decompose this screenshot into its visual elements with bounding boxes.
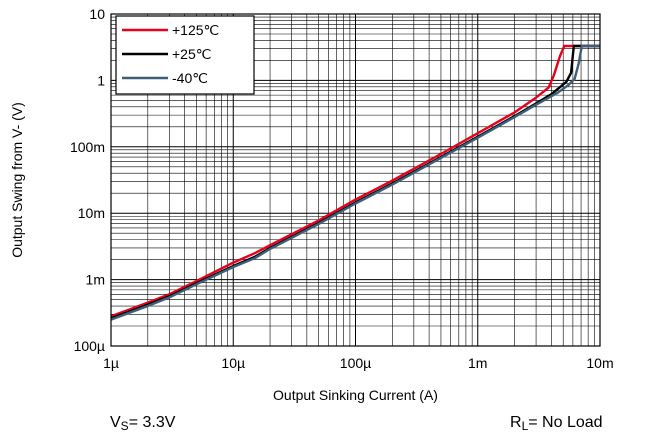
legend-label-1: +125℃ <box>172 22 219 38</box>
y-tick-label: 1m <box>86 272 105 288</box>
plot-frame <box>110 13 601 347</box>
y-tick-label: 1 <box>97 72 105 88</box>
x-tick-labels: 1µ 10µ 100µ 1m 10m <box>103 355 614 371</box>
supply-sub: S <box>120 419 129 433</box>
y-axis-label: Output Swing from V- (V) <box>9 102 25 258</box>
legend-label-3: -40℃ <box>172 70 208 86</box>
load-value: = No Load <box>528 414 603 431</box>
supply-voltage-note: VS= 3.3V <box>110 414 175 433</box>
x-axis-label: Output Sinking Current (A) <box>273 387 438 403</box>
legend: +125℃ +25℃ -40℃ <box>115 15 255 95</box>
x-tick-label: 100µ <box>340 355 371 371</box>
y-tick-labels: 100µ 1m 10m 100m 1 10 <box>70 6 105 354</box>
series-layer <box>110 44 600 321</box>
series-line-1 <box>110 44 600 318</box>
supply-value: = 3.3V <box>128 414 176 431</box>
y-tick-label: 10 <box>89 6 105 22</box>
supply-prefix: V <box>110 414 121 431</box>
series-line-3 <box>110 44 600 321</box>
x-tick-label: 1µ <box>103 355 119 371</box>
load-note: RL= No Load <box>510 414 603 433</box>
x-tick-label: 1m <box>468 355 487 371</box>
x-tick-label: 10µ <box>221 355 245 371</box>
y-tick-label: 100µ <box>74 338 105 354</box>
y-tick-label: 10m <box>78 205 105 221</box>
y-tick-label: 100m <box>70 139 105 155</box>
load-sub: L <box>521 419 529 433</box>
x-tick-label: 10m <box>586 355 613 371</box>
legend-label-2: +25℃ <box>172 46 211 62</box>
load-prefix: R <box>510 414 522 431</box>
